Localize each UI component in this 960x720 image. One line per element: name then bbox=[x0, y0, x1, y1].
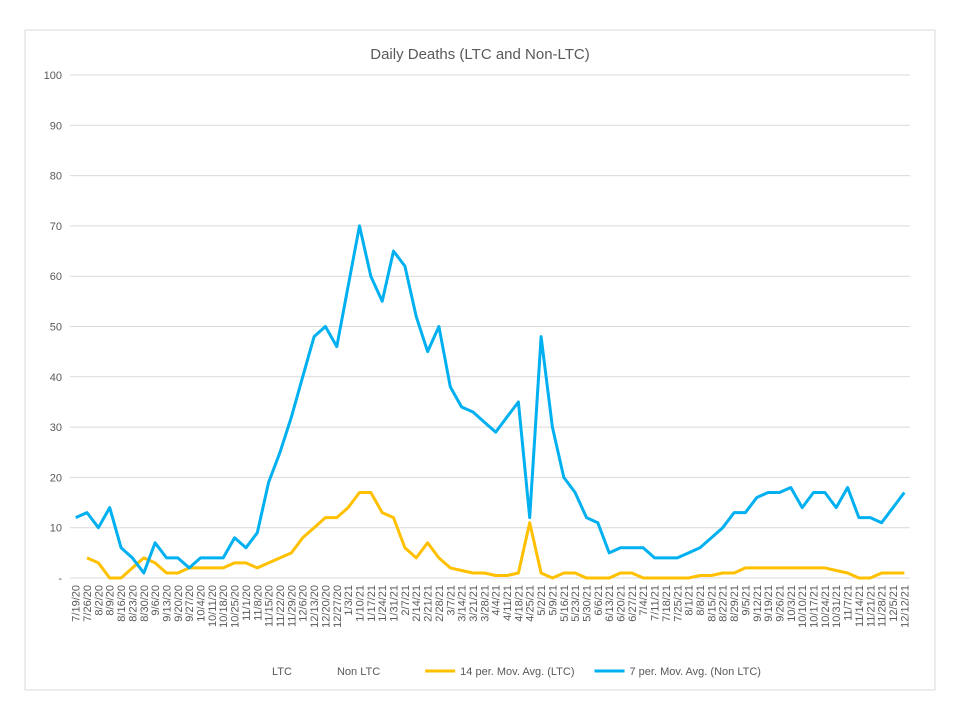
x-tick-label: 10/17/21 bbox=[809, 585, 821, 628]
x-tick-label: 7/19/20 bbox=[71, 585, 83, 622]
x-tick-label: 9/19/21 bbox=[763, 585, 775, 622]
x-tick-label: 9/12/21 bbox=[752, 585, 764, 622]
x-tick-label: 12/5/21 bbox=[888, 585, 900, 622]
x-tick-label: 9/6/20 bbox=[150, 585, 162, 616]
x-tick-label: 8/8/21 bbox=[695, 585, 707, 616]
x-tick-label: 2/14/21 bbox=[411, 585, 423, 622]
legend-label: 7 per. Mov. Avg. (Non LTC) bbox=[630, 666, 761, 678]
x-tick-label: 7/25/21 bbox=[672, 585, 684, 622]
x-tick-label: 8/22/21 bbox=[718, 585, 730, 622]
x-tick-label: 3/7/21 bbox=[445, 585, 457, 616]
x-tick-label: 1/3/21 bbox=[343, 585, 355, 616]
x-tick-label: 12/27/20 bbox=[332, 585, 344, 628]
x-tick-label: 10/3/21 bbox=[786, 585, 798, 622]
x-tick-label: 7/11/21 bbox=[650, 585, 662, 621]
chart-frame bbox=[24, 29, 936, 691]
y-tick-label: 100 bbox=[44, 70, 62, 82]
series-line bbox=[86, 491, 905, 580]
x-tick-label: 3/14/21 bbox=[457, 585, 469, 622]
x-tick-label: 12/13/20 bbox=[309, 585, 321, 628]
x-tick-label: 1/17/21 bbox=[366, 585, 378, 622]
legend-label: 14 per. Mov. Avg. (LTC) bbox=[460, 666, 574, 678]
x-tick-label: 11/14/21 bbox=[854, 585, 866, 627]
x-tick-label: 10/10/21 bbox=[797, 585, 809, 628]
x-tick-label: 5/2/21 bbox=[536, 585, 548, 616]
x-tick-label: 8/29/21 bbox=[729, 585, 741, 622]
x-tick-label: 10/25/20 bbox=[230, 585, 242, 628]
y-tick-label: 80 bbox=[50, 171, 62, 183]
x-tick-label: 3/28/21 bbox=[479, 585, 491, 622]
x-tick-label: 9/26/21 bbox=[774, 585, 786, 622]
x-tick-label: 11/8/20 bbox=[252, 585, 264, 621]
x-tick-label: 8/16/20 bbox=[116, 585, 128, 622]
y-tick-label: 40 bbox=[50, 372, 62, 384]
y-tick-label: 50 bbox=[50, 322, 62, 334]
x-tick-label: 8/9/20 bbox=[105, 585, 117, 616]
x-tick-label: 6/6/21 bbox=[593, 585, 605, 616]
x-tick-label: 8/1/21 bbox=[684, 585, 696, 616]
x-tick-label: 2/28/21 bbox=[434, 585, 446, 622]
x-tick-label: 12/6/20 bbox=[298, 585, 310, 622]
x-tick-label: 10/4/20 bbox=[196, 585, 208, 622]
x-tick-label: 6/27/21 bbox=[627, 585, 639, 622]
y-tick-label: 70 bbox=[50, 221, 62, 233]
x-tick-label: 3/21/21 bbox=[468, 585, 480, 622]
y-tick-label: 30 bbox=[50, 422, 62, 434]
series-line bbox=[75, 224, 906, 575]
x-tick-label: 1/31/21 bbox=[389, 585, 401, 622]
x-tick-label: 11/7/21 bbox=[843, 585, 855, 621]
chart-title: Daily Deaths (LTC and Non-LTC) bbox=[370, 46, 590, 63]
x-tick-label: 6/20/21 bbox=[616, 585, 628, 622]
x-tick-label: 4/11/21 bbox=[502, 585, 514, 621]
x-tick-label: 1/24/21 bbox=[377, 585, 389, 622]
x-tick-label: 11/29/20 bbox=[286, 585, 298, 627]
x-tick-label: 4/25/21 bbox=[525, 585, 537, 622]
x-tick-label: 11/28/21 bbox=[877, 585, 889, 627]
y-tick-label: 60 bbox=[50, 271, 62, 283]
x-tick-label: 7/26/20 bbox=[82, 585, 94, 622]
x-tick-label: 8/30/20 bbox=[139, 585, 151, 622]
x-tick-label: 11/15/20 bbox=[264, 585, 276, 627]
x-tick-label: 7/18/21 bbox=[661, 585, 673, 622]
x-tick-label: 5/30/21 bbox=[581, 585, 593, 622]
x-tick-label: 10/24/21 bbox=[820, 585, 832, 628]
x-tick-label: 10/11/20 bbox=[207, 585, 219, 627]
x-tick-label: 5/9/21 bbox=[547, 585, 559, 616]
legend-label: LTC bbox=[272, 666, 292, 678]
x-tick-label: 9/5/21 bbox=[740, 585, 752, 616]
x-tick-label: 1/10/21 bbox=[354, 585, 366, 622]
x-tick-label: 8/23/20 bbox=[127, 585, 139, 622]
x-tick-label: 9/27/20 bbox=[184, 585, 196, 622]
x-tick-label: 9/13/20 bbox=[161, 585, 173, 622]
x-tick-label: 5/16/21 bbox=[559, 585, 571, 622]
x-tick-label: 11/22/20 bbox=[275, 585, 287, 627]
x-tick-label: 8/15/21 bbox=[706, 585, 718, 622]
x-tick-label: 7/4/21 bbox=[638, 585, 650, 616]
x-tick-label: 12/12/21 bbox=[899, 585, 911, 628]
x-tick-label: 5/23/21 bbox=[570, 585, 582, 622]
x-tick-label: 2/21/21 bbox=[423, 585, 435, 622]
x-tick-label: 4/4/21 bbox=[491, 585, 503, 616]
x-tick-label: 11/21/21 bbox=[865, 585, 877, 627]
y-tick-label: 10 bbox=[50, 523, 62, 535]
legend-label: Non LTC bbox=[337, 666, 380, 678]
x-tick-label: 11/1/20 bbox=[241, 585, 253, 621]
x-tick-label: 10/31/21 bbox=[831, 585, 843, 628]
x-tick-label: 2/7/21 bbox=[400, 585, 412, 616]
x-tick-label: 12/20/20 bbox=[320, 585, 332, 628]
x-tick-label: 6/13/21 bbox=[604, 585, 616, 622]
x-tick-label: 10/18/20 bbox=[218, 585, 230, 628]
y-tick-label: 20 bbox=[50, 472, 62, 484]
x-tick-label: 4/18/21 bbox=[513, 585, 525, 622]
y-tick-label: - bbox=[58, 573, 62, 585]
x-tick-label: 9/20/20 bbox=[173, 585, 185, 622]
x-tick-label: 8/2/20 bbox=[93, 585, 105, 616]
y-tick-label: 90 bbox=[50, 120, 62, 132]
